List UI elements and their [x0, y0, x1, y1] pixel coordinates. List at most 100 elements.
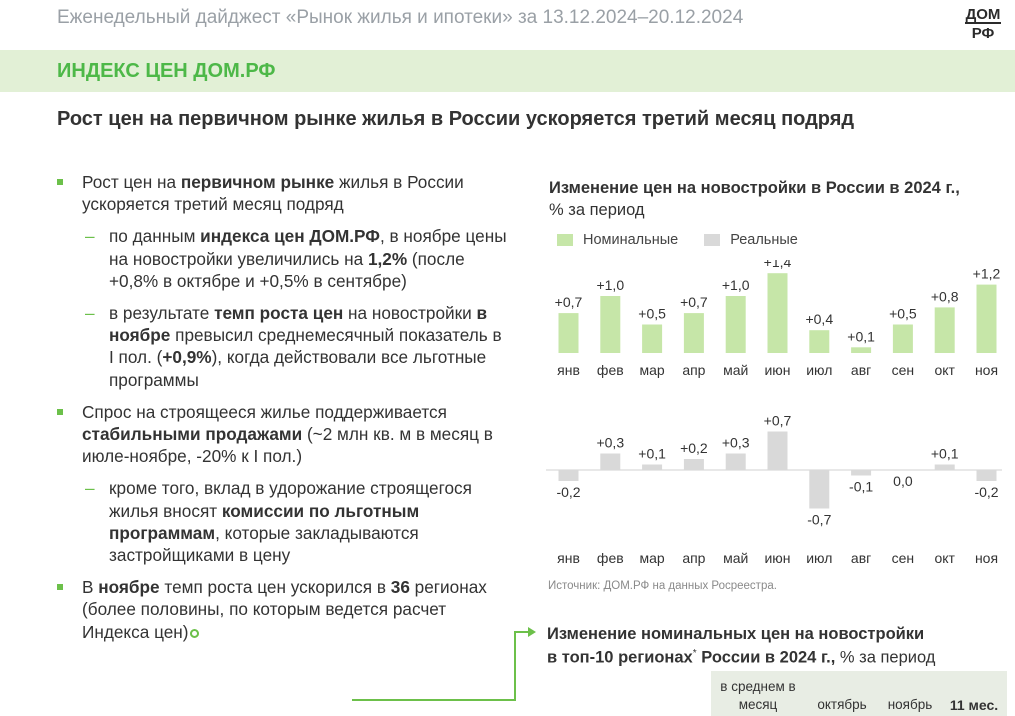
bar-nominal-9 [934, 307, 955, 353]
bar-nominal-7 [851, 347, 872, 353]
legend-item-real: Реальные [704, 232, 798, 248]
bar-label-nominal-10: +1,2 [973, 266, 1001, 282]
x-tick-nominal-7: авг [851, 362, 871, 378]
text: (~2 млн кв. м в месяц в июле-ноябре, -20… [82, 424, 493, 467]
x-tick-nominal-5: июн [764, 362, 790, 378]
bar-real-3 [683, 459, 704, 470]
bullet-item: В ноябре темп роста цен ускорился в 36 р… [57, 576, 507, 643]
bar-nominal-1 [600, 296, 621, 353]
bold-text: комиссии по льготным программам [109, 500, 420, 543]
chart-title-bold: Изменение цен на новостройки в России в … [549, 179, 960, 197]
bar-label-nominal-4: +1,0 [722, 277, 750, 293]
bold-text: 36 [390, 577, 410, 598]
bar-label-real-4: +0,3 [722, 435, 750, 451]
bar-label-nominal-5: +1,4 [764, 260, 792, 270]
x-tick-real-10: ноя [975, 550, 998, 566]
x-tick-real-5: июн [764, 550, 790, 566]
text: В [82, 577, 99, 598]
bold-text: стабильными продажами [82, 424, 303, 445]
bar-nominal-4 [725, 296, 746, 353]
x-tick-real-2: мар [639, 550, 664, 566]
text: кроме того, вклад в удорожание строящего… [109, 478, 472, 521]
bold-text: ноябре [98, 577, 160, 598]
legend-swatch-real [704, 234, 721, 246]
bar-label-nominal-9: +0,8 [931, 288, 959, 304]
bold-text: первичном рынке [180, 172, 335, 192]
bar-label-real-0: -0,2 [556, 484, 580, 500]
col-header-october: октябрь [817, 697, 867, 712]
chart-source: Источник: ДОМ.РФ на данных Росреестра. [548, 580, 777, 592]
x-tick-nominal-9: окт [934, 362, 955, 378]
bar-nominal-6 [809, 330, 830, 353]
bold-text: 1,2% [367, 248, 408, 269]
logo-text-bottom: РФ [972, 25, 995, 40]
bar-nominal-0 [558, 313, 579, 353]
bar-nominal-3 [683, 313, 704, 353]
bar-label-real-5: +0,7 [764, 413, 792, 429]
x-tick-real-9: окт [934, 550, 955, 566]
legend-swatch-nominal [557, 234, 573, 246]
regions-title-part: в топ-10 регионах [547, 648, 693, 667]
text: (после +0,8% в октябре и +0,5% в сентябр… [109, 248, 465, 291]
x-tick-nominal-0: янв [557, 362, 580, 378]
chart-title: Изменение цен на новостройки в России в … [549, 177, 960, 221]
bar-label-nominal-1: +1,0 [596, 277, 624, 293]
x-tick-nominal-4: май [723, 362, 748, 378]
bar-label-nominal-8: +0,5 [889, 306, 917, 322]
text: Рост цен на [82, 172, 181, 192]
x-tick-nominal-3: апр [682, 362, 705, 378]
legend-label-nominal: Номинальные [583, 232, 679, 248]
col-header-11-months: 11 мес. [949, 697, 999, 713]
regions-table-header: в среднем в месяц октябрь ноябрь 11 мес. [711, 671, 1007, 716]
bar-real-5 [767, 431, 788, 470]
bold-text: темп роста цен [214, 303, 344, 324]
page-subtitle: Рост цен на первичном рынке жилья в Росс… [57, 108, 855, 130]
text: по данным [109, 226, 201, 247]
bar-label-nominal-7: +0,1 [847, 328, 875, 344]
bar-real-1 [600, 453, 621, 470]
text: превысил среднемесячный показатель в I п… [109, 325, 502, 368]
x-tick-real-4: май [723, 550, 748, 566]
text: , в ноябре цены на новостройки увеличили… [109, 226, 507, 269]
price-change-chart: +0,7 янв +1,0 фев +0,5 мар +0,7 апр +1,0 май +1,4 и… [546, 260, 1002, 566]
bullet-marker-icon [57, 584, 63, 591]
x-tick-real-8: сен [892, 550, 915, 566]
bar-label-real-8: 0,0 [893, 473, 913, 489]
regions-title-unit: % за период [835, 648, 936, 667]
chart-legend: Номинальные Реальные [557, 232, 824, 248]
bar-label-nominal-3: +0,7 [680, 294, 708, 310]
x-tick-real-0: янв [557, 550, 580, 566]
regions-title-part: России в 2024 г., [696, 648, 836, 667]
bar-label-real-1: +0,3 [596, 435, 624, 451]
domrf-logo-icon: ДОМ РФ [965, 6, 1001, 42]
bold-text: в ноябре [109, 303, 488, 346]
bar-real-4 [725, 453, 746, 470]
bar-real-9 [934, 464, 955, 470]
text: темп роста цен ускорился в [159, 577, 391, 598]
chart-title-unit: % за период [549, 201, 645, 219]
bar-label-real-7: -0,1 [849, 479, 873, 495]
text: Спрос на строящееся жилье поддерживается [82, 401, 447, 422]
bar-label-real-3: +0,2 [680, 440, 708, 456]
logo-text-top: ДОМ [966, 6, 1001, 23]
x-tick-nominal-10: ноя [975, 362, 998, 378]
digest-title: Еженедельный дайджест «Рынок жилья и ипо… [57, 7, 744, 28]
dash-marker-icon: – [85, 303, 95, 324]
dash-marker-icon: – [85, 226, 95, 247]
bar-label-nominal-0: +0,7 [555, 294, 583, 310]
x-tick-real-6: июл [806, 550, 832, 566]
col-header-avg-line1: в среднем в [720, 679, 796, 694]
x-tick-nominal-6: июл [806, 362, 832, 378]
connector-dot-icon [189, 628, 199, 638]
text: жилья в России ускоряется третий месяц п… [82, 172, 464, 215]
bar-real-2 [642, 464, 663, 470]
x-tick-real-3: апр [682, 550, 705, 566]
bar-label-nominal-2: +0,5 [638, 306, 666, 322]
sub-bullet-item: – по данным индекса цен ДОМ.РФ, в ноябре… [57, 225, 507, 292]
text: регионах (более половины, по которым вед… [82, 577, 487, 642]
bullet-list: Рост цен на первичном рынке жилья в Росс… [57, 171, 507, 653]
bullet-marker-icon [57, 408, 63, 415]
bullet-item: Рост цен на первичном рынке жилья в Росс… [57, 171, 507, 215]
bar-real-7 [851, 470, 872, 476]
text: на новостройки [343, 303, 477, 324]
